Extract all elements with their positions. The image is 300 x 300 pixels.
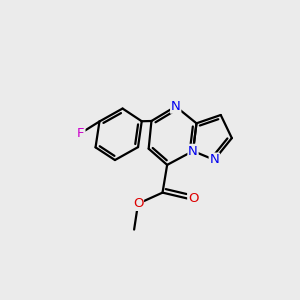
Text: F: F bbox=[77, 127, 85, 140]
Text: O: O bbox=[188, 192, 198, 205]
Text: N: N bbox=[171, 100, 181, 113]
Text: N: N bbox=[209, 153, 219, 166]
Text: O: O bbox=[133, 197, 143, 210]
Text: N: N bbox=[188, 145, 198, 158]
